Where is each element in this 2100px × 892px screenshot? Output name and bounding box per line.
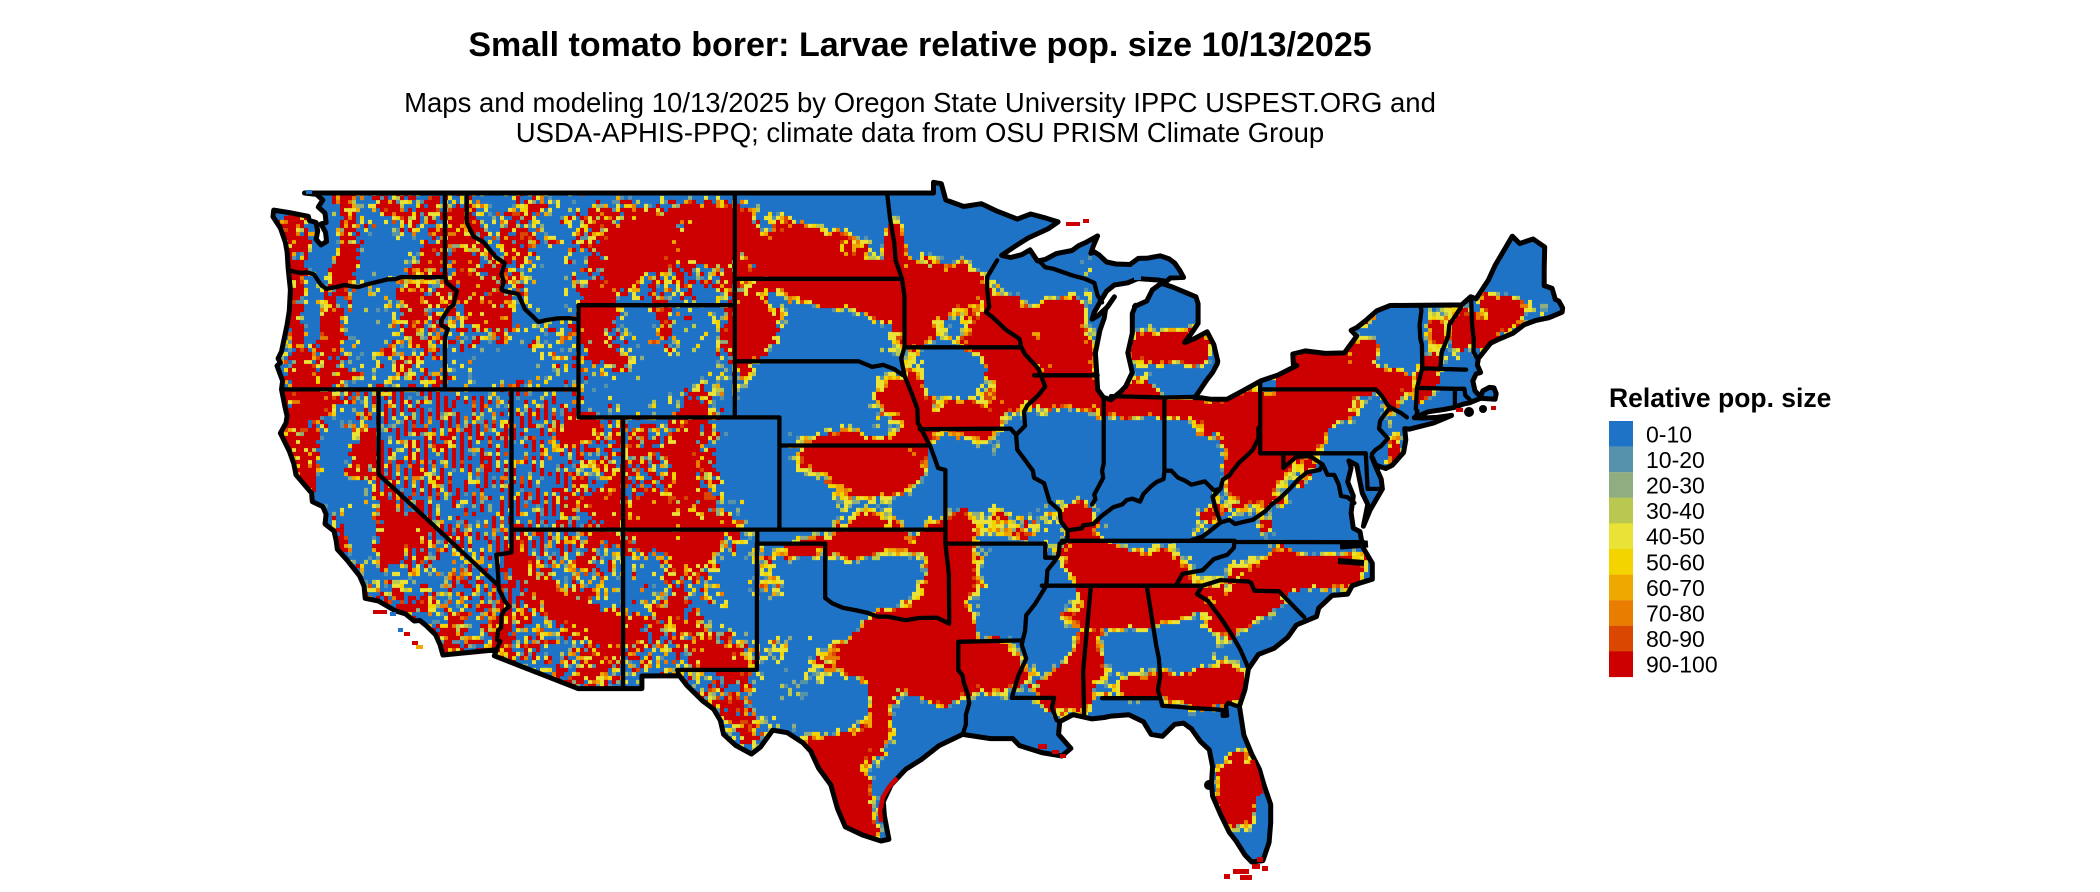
svg-text:10-20: 10-20 <box>1646 447 1705 473</box>
svg-text:20-30: 20-30 <box>1646 473 1705 499</box>
svg-text:50-60: 50-60 <box>1646 549 1705 575</box>
svg-text:60-70: 60-70 <box>1646 575 1705 601</box>
svg-text:70-80: 70-80 <box>1646 601 1705 627</box>
svg-text:80-90: 80-90 <box>1646 626 1705 652</box>
svg-text:Maps and modeling 10/13/2025 b: Maps and modeling 10/13/2025 by Oregon S… <box>404 87 1436 118</box>
svg-text:Relative pop. size: Relative pop. size <box>1609 383 1831 413</box>
svg-text:90-100: 90-100 <box>1646 652 1718 678</box>
svg-text:0-10: 0-10 <box>1646 421 1692 447</box>
svg-text:Small tomato borer: Larvae rel: Small tomato borer: Larvae relative pop.… <box>468 26 1371 64</box>
svg-text:30-40: 30-40 <box>1646 498 1705 524</box>
svg-text:40-50: 40-50 <box>1646 524 1705 550</box>
svg-text:USDA-APHIS-PPQ; climate data f: USDA-APHIS-PPQ; climate data from OSU PR… <box>516 117 1324 148</box>
